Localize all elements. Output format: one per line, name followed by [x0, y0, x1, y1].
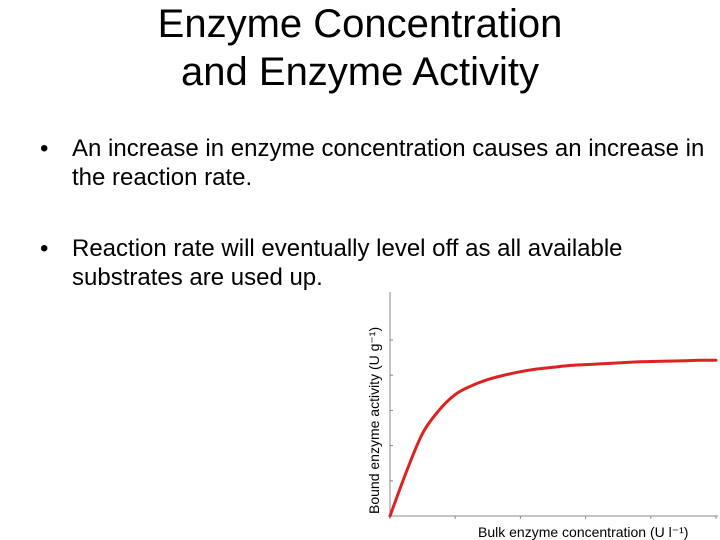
enzyme-activity-chart: Bound enzyme activity (U g⁻¹) Bulk enzym… — [366, 292, 718, 540]
axis-ticks — [389, 339, 717, 519]
bullet-item: • Reaction rate will eventually level of… — [40, 234, 720, 292]
bullet-symbol: • — [40, 235, 49, 262]
slide-title-line-2: and Enzyme Activity — [181, 50, 539, 94]
activity-curve — [388, 358, 718, 518]
bullet-item: • An increase in enzyme concentration ca… — [40, 134, 720, 192]
bullet-symbol: • — [40, 135, 49, 162]
y-axis-label: Bound enzyme activity (U g⁻¹) — [366, 327, 382, 514]
bullet-text: An increase in enzyme concentration caus… — [72, 135, 705, 191]
bullet-list: • An increase in enzyme concentration ca… — [40, 134, 720, 292]
slide-title: Enzyme Concentration and Enzyme Activity — [0, 0, 720, 96]
x-axis-label: Bulk enzyme concentration (U l⁻¹) — [478, 524, 688, 540]
bullet-text: Reaction rate will eventually level off … — [72, 235, 623, 291]
slide-title-line-1: Enzyme Concentration — [157, 2, 563, 46]
